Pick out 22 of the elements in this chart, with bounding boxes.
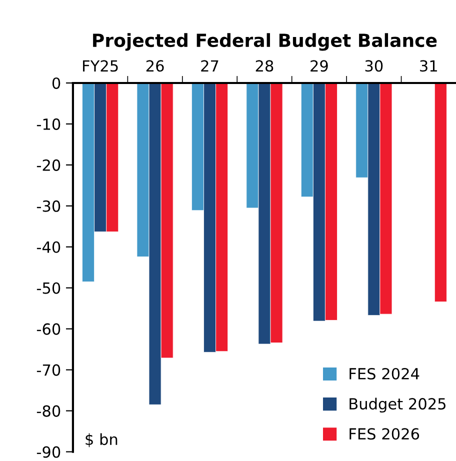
y-tick-label: -20 bbox=[36, 159, 60, 171]
legend-label: FES 2026 bbox=[350, 428, 420, 440]
x-tick-label: 30 bbox=[365, 60, 383, 72]
y-tick-label: -90 bbox=[36, 446, 60, 458]
legend-label: FES 2024 bbox=[350, 368, 420, 380]
chart-title: Projected Federal Budget Balance bbox=[93, 33, 437, 51]
x-tick-label: 28 bbox=[256, 60, 274, 72]
y-tick-label: -60 bbox=[36, 323, 60, 335]
y-tick-label: -80 bbox=[36, 405, 60, 417]
y-tick-label: -30 bbox=[36, 200, 60, 212]
y-tick-label: -70 bbox=[36, 364, 60, 376]
x-tick-label: 31 bbox=[420, 60, 437, 72]
y-tick-label: -10 bbox=[36, 118, 60, 130]
annotation: $ bn bbox=[86, 433, 118, 448]
y-tick-label: 0 bbox=[52, 77, 60, 89]
y-tick-label: -50 bbox=[36, 282, 60, 294]
x-tick-label: FY25 bbox=[83, 60, 118, 72]
x-tick-label: 26 bbox=[146, 60, 164, 72]
x-tick-label: 27 bbox=[201, 60, 218, 72]
legend-label: Budget 2025 bbox=[350, 398, 446, 413]
x-tick-label: 29 bbox=[310, 60, 328, 72]
y-tick-label: -40 bbox=[36, 241, 60, 253]
